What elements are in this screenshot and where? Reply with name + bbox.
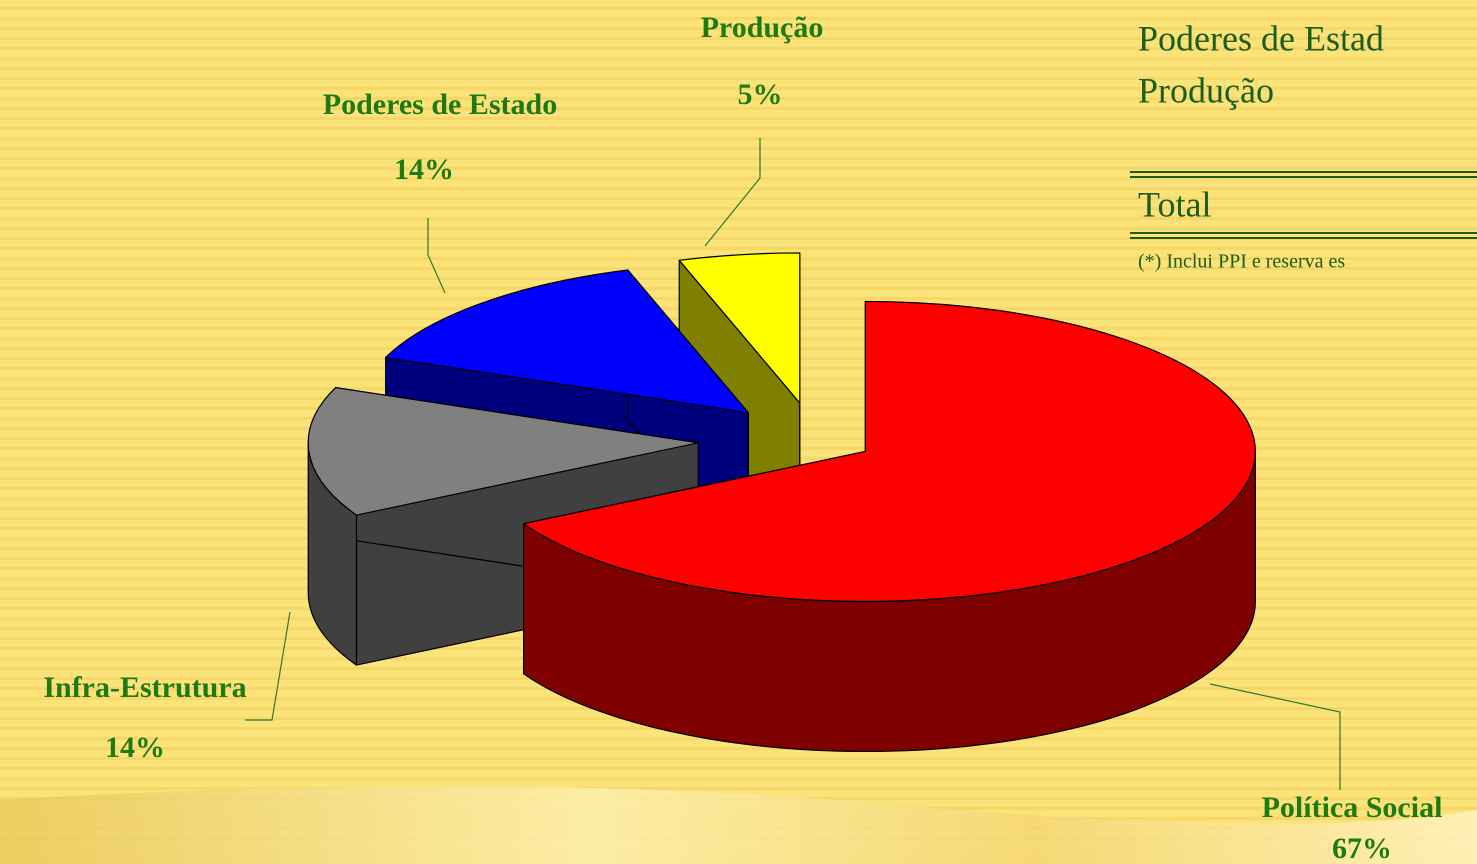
- category-label: Poderes de Estado: [323, 88, 557, 121]
- value-label: 67%: [1332, 832, 1392, 864]
- slice: [307, 387, 699, 516]
- pie: [307, 252, 1256, 753]
- slice: [678, 252, 801, 404]
- value-label: 14%: [394, 153, 454, 186]
- slice: [522, 300, 1256, 603]
- category-label: Infra-Estrutura: [43, 671, 246, 704]
- leader-line: [427, 218, 446, 294]
- category-label: Produção: [701, 11, 824, 44]
- annotation: (*) Inclui PPI e reserva es: [1138, 251, 1345, 273]
- leader-line: [1209, 683, 1341, 790]
- annotation: Poderes de Estad: [1138, 18, 1384, 58]
- slice: [385, 269, 749, 414]
- value-label: 5%: [738, 78, 783, 111]
- value-label: 14%: [105, 731, 165, 764]
- annotation: Total: [1138, 184, 1211, 224]
- annotation: Produção: [1138, 70, 1274, 110]
- leader-line: [704, 138, 761, 247]
- leader-line: [245, 611, 291, 721]
- category-label: Política Social: [1262, 791, 1443, 824]
- decor-band: [0, 786, 1477, 864]
